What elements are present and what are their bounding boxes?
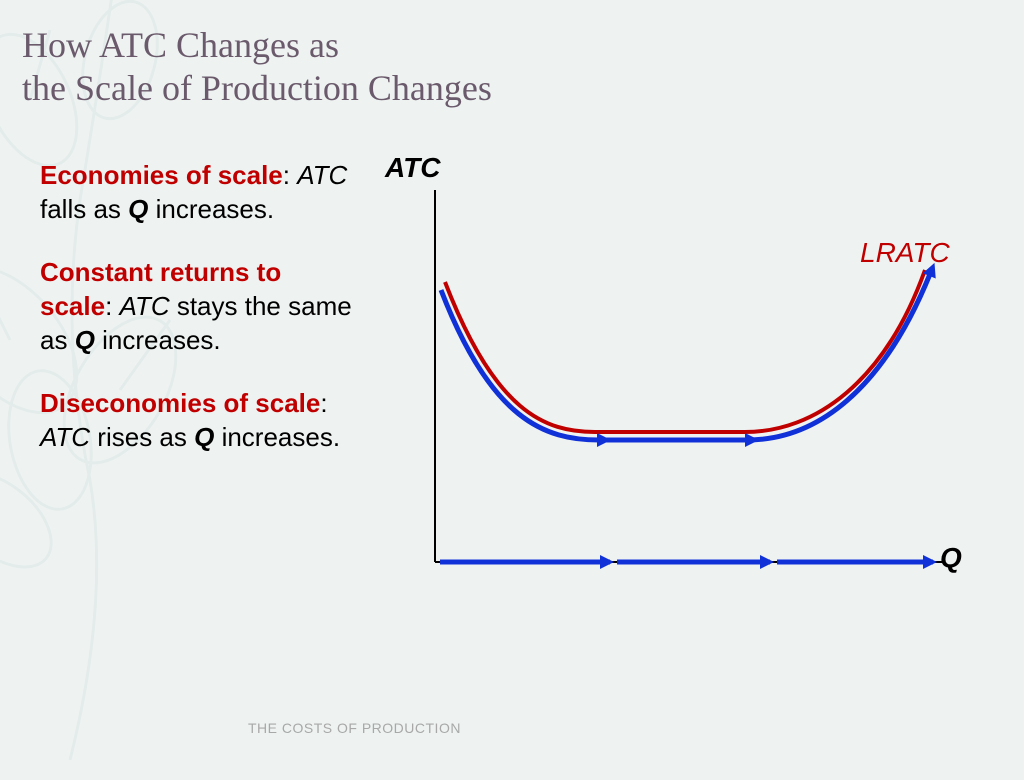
title-line-2: the Scale of Production Changes xyxy=(22,68,492,108)
curve-label-lratc: LRATC xyxy=(860,237,950,269)
x-axis-label: Q xyxy=(940,542,962,574)
y-axis-label: ATC xyxy=(385,152,440,184)
definition-economies: Economies of scale: ATC falls as Q incre… xyxy=(40,158,360,227)
title-line-1: How ATC Changes as xyxy=(22,25,339,65)
chart-svg xyxy=(385,152,995,602)
definitions-column: Economies of scale: ATC falls as Q incre… xyxy=(40,158,360,482)
definition-constant: Constant returns to scale: ATC stays the… xyxy=(40,255,360,358)
slide-title: How ATC Changes as the Scale of Producti… xyxy=(22,24,492,110)
footer-text: THE COSTS OF PRODUCTION xyxy=(248,720,461,736)
lratc-chart: ATC LRATC Q xyxy=(385,152,995,602)
definition-diseconomies: Diseconomies of scale: ATC rises as Q in… xyxy=(40,386,360,455)
